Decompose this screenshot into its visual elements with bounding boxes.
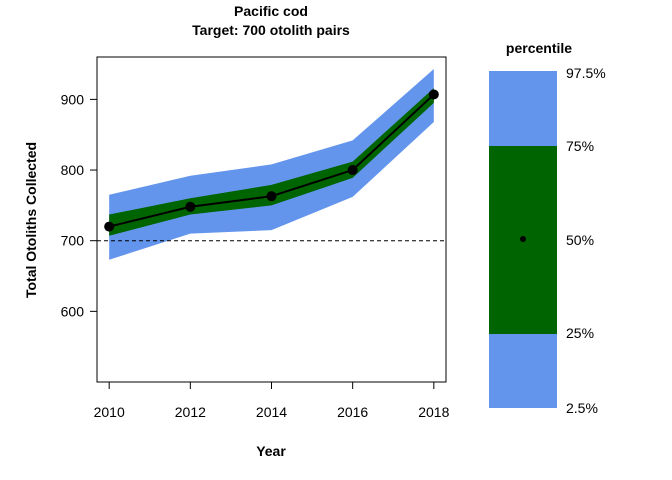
chart-title: Pacific cod xyxy=(234,3,308,19)
legend-label-50: 50% xyxy=(566,232,594,248)
y-tick-label-800: 800 xyxy=(61,162,85,178)
median-point-2012 xyxy=(185,201,196,212)
x-axis-label: Year xyxy=(256,443,286,459)
x-tick-label-2014: 2014 xyxy=(256,404,287,420)
legend-label-25: 25% xyxy=(566,325,594,341)
y-axis: 600 700 800 900 xyxy=(61,91,98,319)
plot-area xyxy=(97,69,446,260)
median-point-2014 xyxy=(266,191,277,202)
legend-title: percentile xyxy=(506,40,572,56)
legend-label-97-5: 97.5% xyxy=(566,65,606,81)
median-point-2018 xyxy=(428,89,439,100)
x-tick-label-2012: 2012 xyxy=(175,404,206,420)
y-axis-label: Total Otoliths Collected xyxy=(23,142,39,298)
x-tick-label-2016: 2016 xyxy=(337,404,368,420)
x-axis: 2010 2012 2014 2016 2018 xyxy=(94,381,450,420)
legend-median-point xyxy=(520,236,526,242)
legend: percentile 97.5% 75% 50% 25% 2.5% xyxy=(489,40,606,416)
y-tick-label-600: 600 xyxy=(61,303,85,319)
chart-subtitle: Target: 700 otolith pairs xyxy=(192,22,350,38)
band-2-5-to-97-5 xyxy=(109,69,434,260)
x-tick-label-2010: 2010 xyxy=(94,404,125,420)
legend-label-75: 75% xyxy=(566,138,594,154)
median-point-2010 xyxy=(104,221,115,232)
band-25-to-75 xyxy=(109,88,434,236)
legend-label-2-5: 2.5% xyxy=(566,400,598,416)
x-tick-label-2018: 2018 xyxy=(418,404,449,420)
median-point-2016 xyxy=(347,165,358,176)
y-tick-label-900: 900 xyxy=(61,91,85,107)
y-tick-label-700: 700 xyxy=(61,233,85,249)
